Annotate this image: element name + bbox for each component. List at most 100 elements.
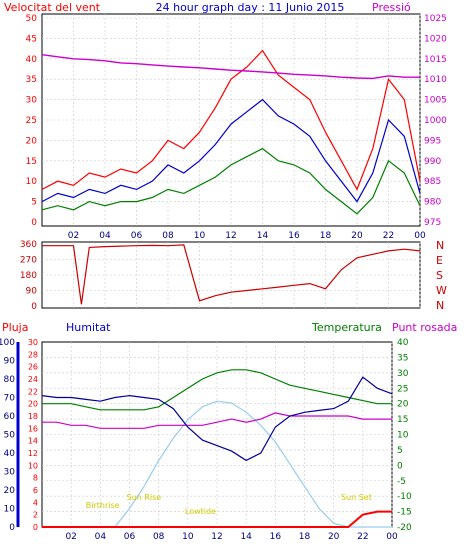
y-tick-label: 70: [4, 394, 16, 404]
x-tick-label: 02: [68, 231, 79, 241]
x-tick-label: 20: [328, 532, 340, 542]
temp-hum-rain-panel: Pluja Humitat Temperatura Punt rosada 0 1…: [0, 321, 457, 542]
y-tick-label: 25: [26, 116, 37, 126]
y-tick-label: 0: [9, 523, 15, 533]
dewpoint-series: [42, 412, 392, 429]
y-tick-label: 270: [20, 256, 37, 266]
x-tick-label: 20: [351, 231, 363, 241]
y-tick-label: 0: [33, 523, 38, 532]
x-tick-label: 06: [124, 532, 136, 542]
y2-tick-label: 995: [424, 136, 441, 146]
sun-event-label: Sun Set: [341, 493, 372, 502]
y-tick-label: 4: [33, 498, 38, 507]
y-tick-label: 15: [26, 157, 37, 167]
compass-label: W: [436, 284, 447, 297]
sun-event-label: Birthrise: [86, 501, 120, 510]
y2-tick-label: 1025: [424, 14, 447, 24]
x-tick-label: 10: [194, 231, 206, 241]
y-tick-label: 60: [4, 412, 16, 422]
y2-tick-label: 1015: [424, 55, 447, 65]
compass-label: N: [436, 299, 444, 312]
y2-tick-label: 1010: [424, 75, 447, 85]
humidity-series: [41, 376, 393, 462]
x-tick-label: 14: [257, 231, 269, 241]
y-tick-label: 14: [28, 437, 38, 446]
y-tick-label: 10: [397, 431, 409, 441]
y-tick-label: 40: [26, 55, 38, 65]
x-tick-label: 12: [225, 231, 236, 241]
temperature-series: [42, 369, 392, 411]
y-tick-label: 50: [4, 431, 16, 441]
y-tick-label: 2: [33, 511, 38, 520]
y-tick-label: 50: [26, 14, 38, 24]
x-tick-label: 16: [288, 231, 300, 241]
x-tick-label: 16: [270, 532, 282, 542]
direction-grid: [42, 242, 421, 308]
humidity-y-axis: 0 10 20 30 40 50 60 70 80 90 100: [0, 338, 15, 533]
y-tick-label: 0: [397, 461, 403, 471]
x-tick-label: 10: [182, 532, 194, 542]
x-tick-label: 06: [131, 231, 143, 241]
y-tick-label: 20: [26, 136, 38, 146]
y-tick-label: 180: [20, 271, 37, 281]
y-tick-label: 40: [4, 449, 16, 459]
y-tick-label: 25: [397, 384, 408, 394]
x-tick-label: 18: [320, 231, 332, 241]
y-tick-label: 16: [28, 424, 38, 433]
direction-y-axis: 0 90 180 270 360: [20, 240, 37, 312]
x-tick-label: 04: [99, 231, 111, 241]
y2-tick-label: 1020: [424, 34, 447, 44]
wind-avg-series: [41, 98, 421, 203]
x-tick-label: 18: [299, 532, 311, 542]
y-tick-label: 0: [31, 218, 37, 228]
y-tick-label: 20: [4, 486, 16, 496]
temperature-y-axis: -20 -15 -10 -5 0 5 10 15 20 25 30 35 40: [397, 338, 412, 533]
left-axis-title: Velocitat del vent: [4, 1, 101, 14]
compass-label: N: [436, 239, 444, 252]
temperature-label: Temperatura: [311, 321, 382, 334]
th-grid: [16, 342, 393, 527]
rain-series: [42, 510, 392, 528]
x-tick-label: 00: [414, 231, 426, 241]
y-tick-label: 20: [397, 400, 409, 410]
th-x-axis: 02 04 06 08 10 12 14 16 18 20 22 00: [65, 532, 398, 542]
y-tick-label: 35: [26, 75, 37, 85]
y-tick-label: 10: [4, 505, 16, 515]
pressure-y-axis: 975 980 985 990 995 1000 1005 1010 1015 1020 1025: [424, 14, 447, 228]
y2-tick-label: 1000: [424, 116, 447, 126]
y-tick-label: 18: [28, 412, 38, 421]
y-tick-label: 28: [28, 350, 38, 359]
wind-x-axis: 02 04 06 08 10 12 14 16 18 20 22 00: [68, 231, 426, 241]
y-tick-label: 22: [28, 387, 38, 396]
header: Velocitat del vent 24 hour graph day : 1…: [4, 1, 411, 14]
x-tick-label: 22: [357, 532, 368, 542]
y-tick-label: 90: [4, 357, 16, 367]
y-tick-label: 30: [28, 338, 38, 347]
y-tick-label: -10: [397, 492, 412, 502]
y2-tick-label: 980: [424, 198, 441, 208]
y-tick-label: 5: [397, 446, 403, 456]
y-tick-label: 10: [28, 461, 38, 470]
sun-event-label: Lowtide: [185, 507, 216, 516]
y-tick-label: 5: [31, 198, 37, 208]
y-tick-label: 45: [26, 34, 37, 44]
y2-tick-label: 1005: [424, 96, 447, 106]
x-tick-label: 04: [95, 532, 107, 542]
dewpoint-label: Punt rosada: [392, 321, 457, 334]
y-tick-label: 12: [28, 449, 38, 458]
y-tick-label: 360: [20, 240, 37, 250]
y-tick-label: 8: [33, 474, 38, 483]
y-tick-label: 20: [28, 400, 38, 409]
chart-title: 24 hour graph day : 11 Junio 2015: [156, 1, 345, 14]
humidity-label: Humitat: [66, 321, 111, 334]
x-tick-label: 00: [386, 532, 398, 542]
x-tick-label: 08: [162, 231, 174, 241]
wind-max-series: [41, 49, 421, 191]
y-tick-label: 30: [26, 96, 38, 106]
wind-y-axis: 0 5 10 15 20 25 30 35 40 45 50: [26, 14, 38, 228]
x-tick-label: 14: [240, 532, 252, 542]
